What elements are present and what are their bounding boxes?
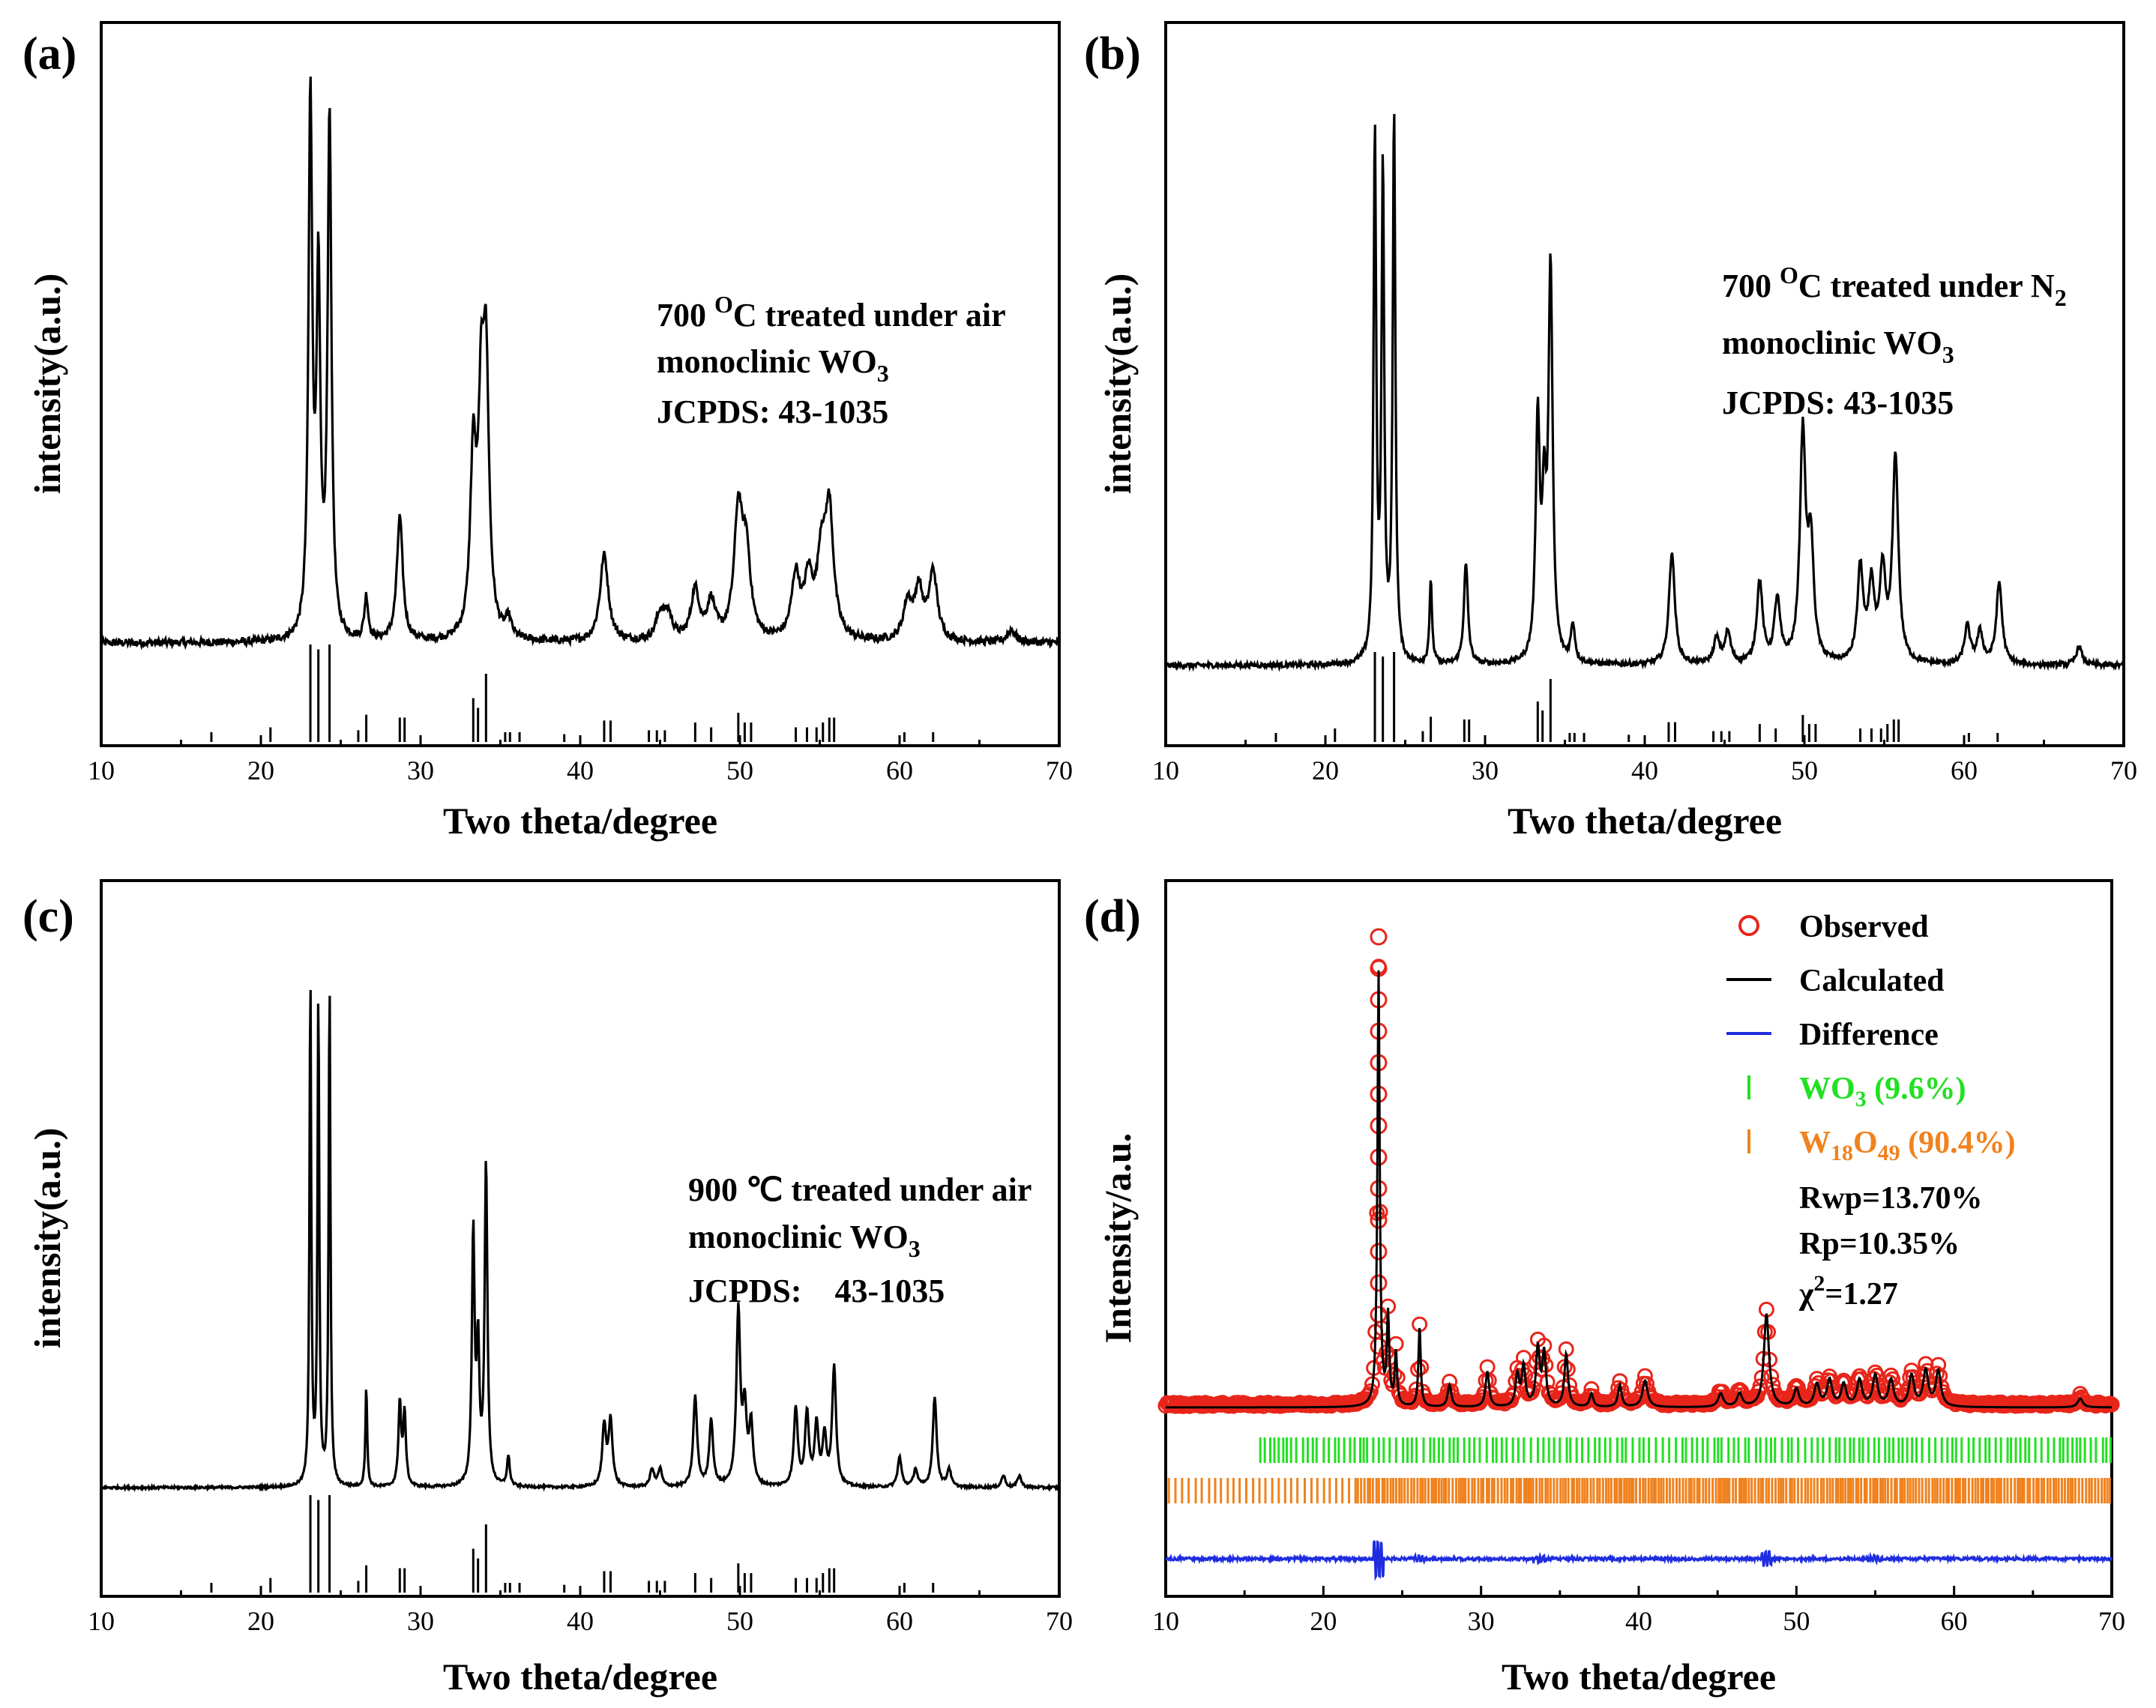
panel-c-annotation-line3: JCPDS: 43-1035 [688, 1273, 945, 1309]
panel-c-x-tick-label: 30 [407, 1606, 434, 1636]
observed-point [1370, 1306, 1388, 1324]
observed-point [1370, 1180, 1388, 1198]
panel-a-x-tick-label: 70 [1046, 755, 1073, 785]
panel-c-x-tick-label: 10 [88, 1606, 115, 1636]
panel-a-x-tick-label: 50 [726, 755, 753, 785]
panel-c-plot-area [100, 989, 1061, 1593]
panel-b-y-axis-title: intensity(a.u.) [1097, 274, 1139, 494]
panel-a-x-tick-label: 40 [567, 755, 594, 785]
panel-c-x-axis-title: Two theta/degree [443, 1656, 717, 1698]
panel-c-x-tick-label: 20 [247, 1606, 274, 1636]
panel-d-x-axis: 10 20 30 40 50 60 70 [1152, 1586, 2125, 1636]
panel-a-x-tick-label: 60 [886, 755, 913, 785]
panel-d-x-tick-label: 20 [1310, 1606, 1337, 1636]
panel-b: (b) 10 20 30 40 50 60 70 Two theta/degree inte… [1084, 21, 2137, 842]
panel-c: (c) 10 20 30 40 50 60 70 Two theta/degree inte… [22, 879, 1073, 1698]
panel-d-x-tick-label: 40 [1625, 1606, 1652, 1636]
panel-c-x-axis: 10 20 30 40 50 60 70 [88, 1586, 1073, 1636]
panel-a-annotation-line1: 700 OC treated under air [657, 291, 1006, 334]
panel-a-x-axis-title: Two theta/degree [443, 800, 717, 842]
observed-point [1362, 1383, 1379, 1399]
panel-d-x-tick-label: 10 [1152, 1606, 1179, 1636]
observed-point [1370, 928, 1388, 946]
panel-b-plot-area [1164, 114, 2125, 742]
panel-c-x-tick-label: 70 [1046, 1606, 1073, 1636]
panel-b-x-tick-label: 40 [1631, 755, 1658, 785]
panel-b-x-tick-label: 60 [1951, 755, 1978, 785]
panel-a-x-tick-label: 20 [247, 755, 274, 785]
observed-point [1370, 1211, 1388, 1229]
observed-point [1370, 1148, 1388, 1166]
observed-point [2104, 1396, 2120, 1413]
panel-a: (a) 10 20 30 40 50 60 70 Two theta/degree inte… [22, 21, 1073, 842]
fit-stat-rp: Rp=10.35% [1799, 1227, 1960, 1261]
panel-d-x-tick-label: 30 [1468, 1606, 1495, 1636]
panel-b-x-axis-title: Two theta/degree [1508, 800, 1782, 842]
panel-c-label: (c) [22, 891, 74, 942]
panel-a-label: (a) [22, 28, 76, 79]
panel-c-xrd-pattern [100, 989, 1061, 1492]
fit-stat-rwp: Rwp=13.70% [1799, 1181, 1982, 1216]
legend-calculated-label: Calculated [1799, 964, 1945, 998]
panel-b-x-tick-label: 20 [1312, 755, 1339, 785]
legend-observed-label: Observed [1799, 910, 1929, 944]
panel-d-legend: Observed Calculated Difference WO3 (9.6%… [1726, 910, 2016, 1312]
panel-a-xrd-pattern [100, 76, 1060, 651]
panel-c-x-tick-label: 40 [567, 1606, 594, 1636]
panel-b-x-tick-label: 50 [1791, 755, 1818, 785]
panel-b-annotation-line1: 700 OC treated under N2 [1722, 262, 2067, 311]
observed-point [1370, 1274, 1388, 1292]
panel-d: (d) 10 20 30 40 50 60 70 Two theta/degree Inte… [1084, 879, 2125, 1698]
panel-d-label: (d) [1084, 891, 1141, 942]
panel-a-x-axis: 10 20 30 40 50 60 70 [88, 735, 1073, 785]
panel-c-annotation-line1: 900 ℃ treated under air [688, 1171, 1032, 1208]
observed-point [1388, 1336, 1404, 1352]
panel-d-x-tick-label: 70 [2098, 1606, 2125, 1636]
panel-a-annotation-line3: JCPDS: 43-1035 [657, 393, 888, 430]
panel-c-x-tick-label: 60 [886, 1606, 913, 1636]
panel-c-y-axis-title: intensity(a.u.) [26, 1128, 68, 1348]
legend-observed-marker [1738, 915, 1759, 936]
panel-b-x-tick-label: 30 [1472, 755, 1499, 785]
legend-difference-label: Difference [1799, 1018, 1939, 1052]
panel-b-annotation-line3: JCPDS: 43-1035 [1722, 384, 1954, 421]
observed-point [1370, 1243, 1388, 1261]
panel-a-x-tick-label: 10 [88, 755, 115, 785]
panel-b-annotation-line2: monoclinic WO3 [1722, 325, 1954, 368]
fit-stat-chi2: χ2=1.27 [1798, 1271, 1898, 1312]
panel-b-x-tick-label: 10 [1152, 755, 1179, 785]
legend-w18o49-label: W18O49 (90.4%) [1799, 1126, 2016, 1165]
panel-b-frame [1164, 21, 2125, 747]
panel-a-annotation-line2: monoclinic WO3 [657, 343, 889, 387]
panel-b-label: (b) [1084, 28, 1141, 79]
panel-c-x-tick-label: 50 [726, 1606, 753, 1636]
panel-d-x-axis-title: Two theta/degree [1502, 1656, 1776, 1698]
panel-a-plot-area [100, 76, 1060, 742]
panel-b-x-tick-label: 70 [2110, 755, 2137, 785]
panel-d-x-tick-label: 50 [1783, 1606, 1810, 1636]
panel-b-x-axis: 10 20 30 40 50 60 70 [1152, 735, 2137, 785]
panel-d-plot-area [1157, 928, 2120, 1581]
panel-c-annotation-line2: monoclinic WO3 [688, 1219, 921, 1262]
panel-a-x-tick-label: 30 [407, 755, 434, 785]
difference-curve [1165, 1540, 2113, 1581]
panel-b-xrd-pattern [1164, 114, 2125, 672]
legend-wo3-label: WO3 (9.6%) [1799, 1072, 1966, 1111]
observed-point [1533, 1361, 1550, 1377]
calculated-curve [1166, 970, 2112, 1409]
panel-d-y-axis-title: Intensity/a.u. [1097, 1133, 1139, 1344]
panel-d-x-tick-label: 60 [1941, 1606, 1968, 1636]
panel-a-y-axis-title: intensity(a.u.) [26, 274, 68, 494]
